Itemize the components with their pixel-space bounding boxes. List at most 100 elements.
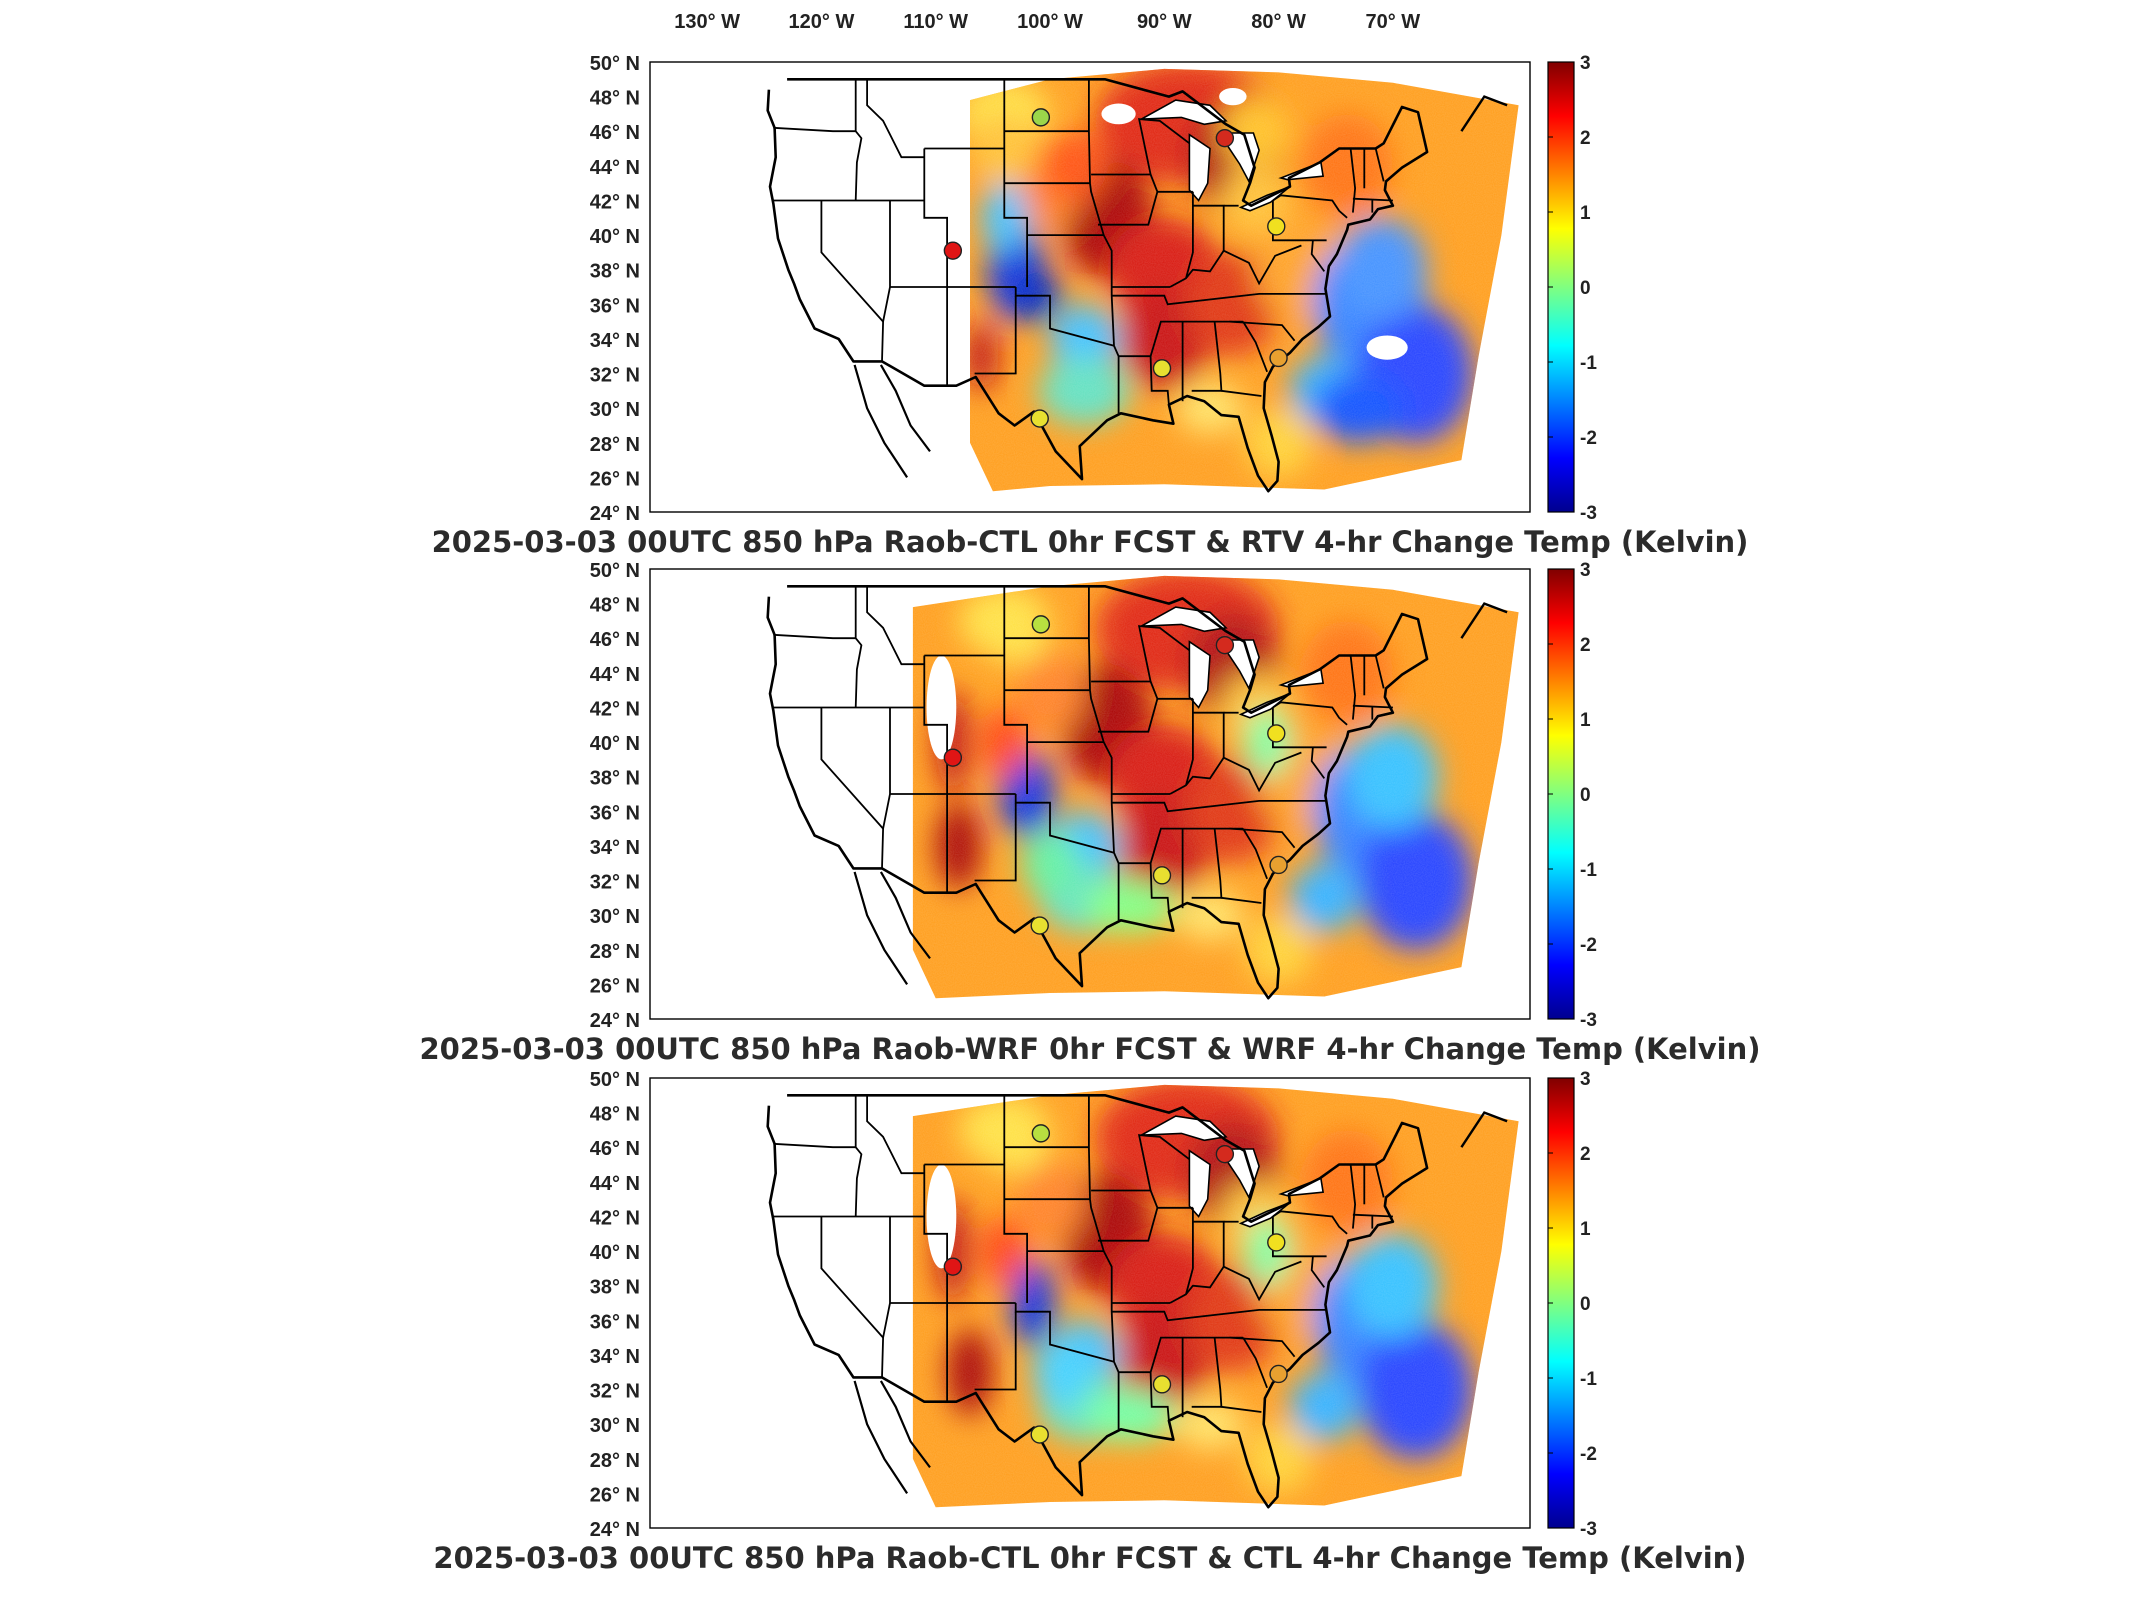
state-border [1014, 1303, 1115, 1363]
lon-tick-label: 130° W [674, 11, 740, 33]
lat-tick-label: 42° N [590, 191, 640, 213]
station-marker [943, 748, 963, 767]
map-panel-3: 50° N 48° N 46° N 44° N 42° N 40° N 38° N 36° N… [433, 1069, 1746, 1575]
state-border [1111, 293, 1326, 306]
state-border [1229, 827, 1296, 849]
state-border [1242, 828, 1268, 880]
state-border [854, 79, 863, 201]
colorbar-tick-label: 1 [1580, 203, 1591, 224]
lat-tick-label: 28° N [590, 434, 640, 456]
station-marker [1269, 855, 1288, 875]
state-border [1088, 1095, 1120, 1430]
lat-tick-label: 30° N [590, 1415, 640, 1437]
state-border [1349, 1164, 1357, 1229]
station-marker [1267, 724, 1286, 743]
lat-tick-label: 34° N [590, 837, 640, 859]
panel-title: 2025-03-03 00UTC 850 hPa Raob-CTL 0hr FC… [432, 525, 1749, 559]
station-marker [1030, 916, 1049, 935]
state-border [1088, 586, 1120, 921]
state-border [1221, 389, 1262, 397]
colorbar-tick-label: -1 [1580, 353, 1597, 374]
state-border [1185, 1207, 1194, 1295]
lat-tick-label: 48° N [590, 1104, 640, 1126]
lat-tick-label: 34° N [590, 1346, 640, 1368]
state-border [1098, 190, 1193, 226]
station-marker [1269, 1364, 1288, 1384]
station-marker [1030, 1425, 1049, 1444]
state-border [881, 200, 891, 362]
lat-tick-label: 36° N [590, 1311, 640, 1333]
station-marker [1215, 1144, 1235, 1164]
lake-outline [1188, 1149, 1211, 1218]
panel-title: 2025-03-03 00UTC 850 hPa Raob-CTL 0hr FC… [433, 1541, 1746, 1575]
lake-outline [1188, 640, 1211, 709]
lat-tick-label: 46° N [590, 122, 640, 144]
lon-tick-label: 100° W [1017, 11, 1083, 33]
lat-tick-label: 42° N [590, 698, 640, 720]
map-frame [649, 61, 1531, 513]
station-marker [1152, 866, 1172, 885]
colorbar-tick-label: 0 [1580, 278, 1591, 299]
state-border [773, 1142, 856, 1149]
state-border [820, 707, 884, 830]
state-border [1272, 1210, 1348, 1235]
state-border [1310, 240, 1326, 272]
state-border [923, 1164, 948, 1402]
lat-tick-label: 40° N [590, 226, 640, 248]
colorbar-tick-label: 1 [1580, 1219, 1591, 1240]
lon-tick-label: 110° W [903, 11, 968, 33]
colorbar-tick-label: -3 [1580, 1010, 1597, 1031]
state-border [1272, 1216, 1327, 1258]
state-border [1352, 704, 1393, 709]
lake-outline [1141, 99, 1228, 126]
state-border [773, 126, 856, 133]
lat-tick-label: 28° N [590, 941, 640, 963]
lat-tick-label: 24° N [590, 503, 640, 525]
lon-tick-label: 70° W [1366, 11, 1421, 33]
lake-outline [1188, 133, 1211, 202]
state-border [820, 1216, 884, 1339]
map-frame [649, 568, 1531, 1020]
state-border [1310, 747, 1326, 779]
state-border [1111, 1309, 1326, 1322]
panels-root: 130° W 120° W 110° W 100° W 90° W 80° W 70° W 5… [419, 11, 1760, 1575]
colorbar-tick-label: 2 [1580, 635, 1591, 656]
state-border [1003, 79, 1028, 287]
state-border [1137, 625, 1190, 700]
state-border [854, 586, 863, 708]
colorbar-tick-label: -2 [1580, 428, 1597, 449]
state-border [881, 707, 891, 869]
lat-tick-label: 40° N [590, 1242, 640, 1264]
lon-tick-label: 80° W [1251, 11, 1306, 33]
station-marker [1031, 108, 1051, 127]
colorbar-tick-label: 2 [1580, 1144, 1591, 1165]
coastline [766, 585, 1429, 1000]
state-border [1352, 1213, 1393, 1218]
lat-tick-label: 36° N [590, 295, 640, 317]
colorbar-tick-label: -3 [1580, 503, 1597, 524]
lat-tick-label: 48° N [590, 88, 640, 110]
lat-tick-label: 50° N [590, 53, 640, 75]
state-border [1352, 197, 1393, 202]
colorbar-tick-label: 3 [1580, 53, 1591, 74]
station-marker [1152, 1375, 1172, 1394]
lon-tick-label: 120° W [789, 11, 855, 33]
station-marker [1031, 615, 1051, 634]
lat-tick-label: 30° N [590, 399, 640, 421]
state-border [1229, 320, 1296, 342]
colorbar-tick-label: 0 [1580, 785, 1591, 806]
lat-tick-label: 34° N [590, 330, 640, 352]
temperature-field [912, 575, 1519, 999]
lat-tick-label: 46° N [590, 1138, 640, 1160]
lon-tick-label: 90° W [1137, 11, 1192, 33]
lat-tick-label: 42° N [590, 1207, 640, 1229]
state-border [866, 79, 925, 159]
map-frame [649, 1077, 1531, 1529]
lat-tick-label: 44° N [590, 157, 640, 179]
state-border [1098, 697, 1193, 733]
state-border [773, 633, 856, 640]
colorbar-tick-label: 3 [1580, 1069, 1591, 1090]
state-border [1014, 794, 1115, 854]
state-border [881, 1216, 891, 1378]
lat-tick-label: 24° N [590, 1010, 640, 1032]
